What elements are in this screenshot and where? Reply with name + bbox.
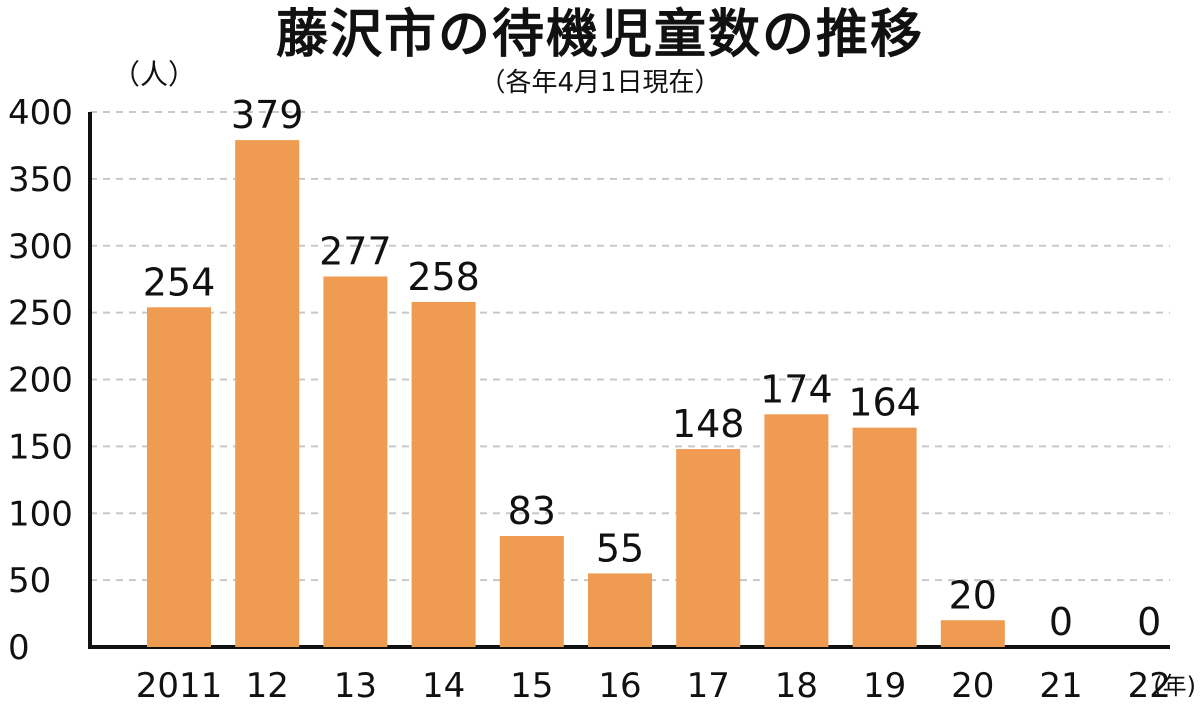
data-label-17: 148: [672, 402, 745, 446]
y-tick-label-350: 350: [8, 160, 73, 200]
x-tick-label-19: 19: [863, 666, 906, 706]
y-tick-label-50: 50: [8, 561, 51, 601]
data-label-13: 277: [319, 230, 392, 274]
x-tick-label-20: 20: [951, 666, 994, 706]
y-axis-unit: （人）: [112, 58, 197, 91]
bar-19: [852, 427, 917, 647]
y-tick-label-250: 250: [8, 294, 73, 334]
bar-2011: [147, 307, 211, 647]
x-tick-label-16: 16: [598, 666, 641, 706]
bar-12: [235, 140, 300, 647]
x-axis-unit: (年): [1153, 672, 1196, 700]
bar-17: [676, 449, 741, 647]
x-tick-label-21: 21: [1039, 666, 1082, 706]
x-tick-label-15: 15: [510, 666, 553, 706]
x-tick-label-12: 12: [246, 666, 289, 706]
data-label-2011: 254: [143, 260, 216, 304]
chart-title: 藤沢市の待機児童数の推移: [275, 5, 924, 65]
y-tick-label-150: 150: [8, 427, 73, 467]
data-label-18: 174: [760, 367, 833, 411]
x-tick-label-17: 17: [687, 666, 730, 706]
data-label-16: 55: [596, 526, 644, 570]
bar-13: [323, 276, 388, 647]
data-label-12: 379: [231, 93, 304, 137]
data-label-19: 164: [848, 381, 921, 425]
chart-subtitle: （各年4月1日現在）: [479, 68, 721, 98]
y-tick-label-400: 400: [8, 93, 73, 133]
bar-14: [411, 301, 476, 647]
x-tick-label-13: 13: [334, 666, 377, 706]
data-label-15: 83: [508, 489, 556, 533]
y-tick-label-300: 300: [8, 227, 73, 267]
y-tick-label-200: 200: [8, 361, 73, 401]
data-label-20: 20: [949, 573, 997, 617]
x-tick-label-14: 14: [422, 666, 465, 706]
y-tick-label-100: 100: [8, 494, 73, 534]
bar-16: [588, 573, 652, 647]
data-label-14: 258: [407, 255, 480, 299]
bar-18: [764, 414, 829, 647]
x-tick-label-18: 18: [775, 666, 818, 706]
bar-20: [940, 620, 1005, 647]
bar-15: [499, 535, 564, 647]
x-tick-label-22: 22: [1128, 666, 1171, 706]
data-label-22: 0: [1137, 600, 1161, 644]
x-tick-label-2011: 2011: [136, 666, 223, 706]
y-tick-label-0: 0: [8, 628, 30, 668]
data-label-21: 0: [1049, 600, 1073, 644]
